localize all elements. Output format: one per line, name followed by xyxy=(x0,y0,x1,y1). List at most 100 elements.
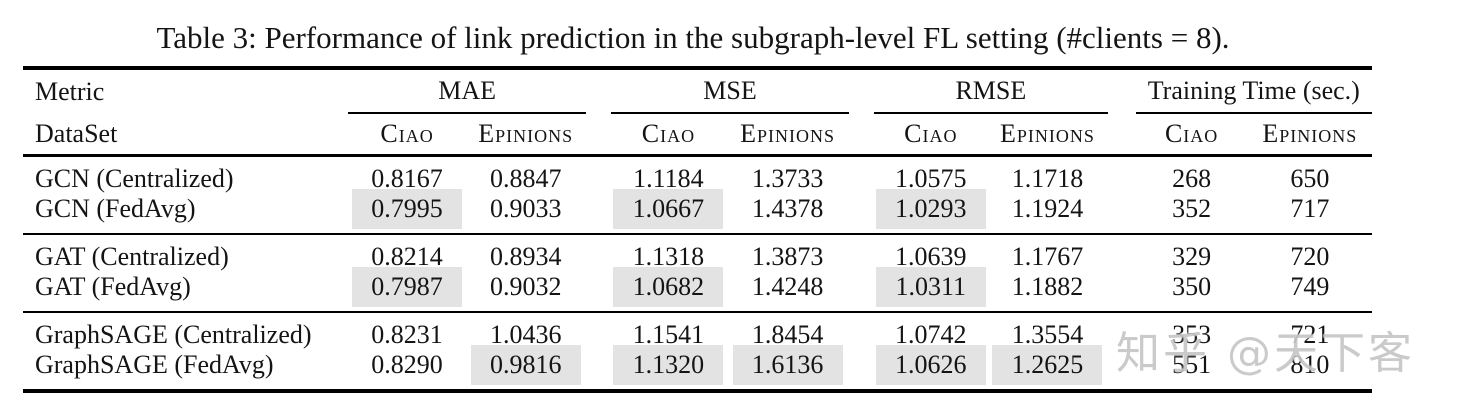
cell-value: 329 xyxy=(1172,242,1212,271)
col-header-mae-ciao: Ciao xyxy=(348,113,466,157)
cell-value: 0.8167 xyxy=(371,164,443,193)
cell: 650 xyxy=(1248,156,1372,195)
cell-value: 551 xyxy=(1172,350,1212,379)
cell-value: 1.0682 xyxy=(613,267,724,307)
cell-value: 1.1541 xyxy=(632,320,705,349)
cell-value: 1.0639 xyxy=(895,242,967,271)
cell: 0.9032 xyxy=(466,272,586,312)
cell-value: 1.2625 xyxy=(992,345,1103,385)
spacer xyxy=(1107,233,1136,272)
table-row: GCN (Centralized) 0.8167 0.8847 1.1184 1… xyxy=(23,156,1372,195)
cell-value: 1.4378 xyxy=(751,194,824,223)
col-group-rmse: RMSE xyxy=(874,68,1108,114)
cell-value: 0.8290 xyxy=(371,350,443,379)
cell: 1.4248 xyxy=(726,272,849,312)
cell-value: 0.7995 xyxy=(352,189,463,229)
cell: 1.0742 xyxy=(874,311,988,350)
spacer xyxy=(586,156,611,195)
cell-value: 650 xyxy=(1290,164,1330,193)
cell-value: 1.0575 xyxy=(895,164,967,193)
cell: 1.4378 xyxy=(726,194,849,234)
cell: 551 xyxy=(1136,350,1248,391)
cell: 1.3873 xyxy=(726,233,850,272)
cell-value: 1.3733 xyxy=(751,164,824,193)
spacer xyxy=(849,311,875,350)
table-header: Metric MAE MSE RMSE Training Time (sec.)… xyxy=(23,68,1372,157)
cell-value: 350 xyxy=(1172,272,1212,301)
zhihu-watermark: 知乎 @天下客 xyxy=(1116,328,1415,379)
table-caption: Table 3: Performance of link prediction … xyxy=(156,20,1230,55)
spacer xyxy=(1108,156,1136,195)
cell: 1.1882 xyxy=(987,272,1107,312)
cell: 717 xyxy=(1248,194,1372,234)
col-group-mse: MSE xyxy=(610,68,850,114)
cell: 1.0311 xyxy=(874,267,987,312)
cell-value: 0.9816 xyxy=(470,345,581,385)
row-label: GraphSAGE (FedAvg) xyxy=(35,350,274,379)
cell-value: 0.8847 xyxy=(489,164,562,193)
cell: 353 xyxy=(1135,311,1248,350)
cell: 1.1320 xyxy=(611,345,726,391)
cell-value: 1.1718 xyxy=(1011,164,1084,193)
cell-value: 1.3873 xyxy=(751,242,824,271)
results-table: Metric MAE MSE RMSE Training Time (sec.)… xyxy=(23,66,1372,393)
cell-value: 1.8454 xyxy=(751,320,824,349)
spacer xyxy=(849,194,874,234)
cell-value: 1.0436 xyxy=(489,320,562,349)
cell: 1.1184 xyxy=(611,156,726,195)
cell: 1.1718 xyxy=(987,156,1107,195)
cell: 1.0639 xyxy=(874,233,988,272)
cell: 1.3733 xyxy=(726,156,849,195)
cell: 1.0626 xyxy=(874,345,987,391)
cell-value: 1.0293 xyxy=(875,189,986,229)
cell: 329 xyxy=(1135,233,1248,272)
cell-value: 0.7987 xyxy=(352,267,463,307)
table-row: GCN (FedAvg) 0.7995 0.9033 1.0667 1.4378… xyxy=(23,189,1372,234)
col-header-mse-ciao: Ciao xyxy=(610,113,726,157)
spacer xyxy=(1107,113,1136,157)
group-gcn: GCN (Centralized) 0.8167 0.8847 1.1184 1… xyxy=(23,156,1372,235)
cell-value: 749 xyxy=(1290,272,1330,301)
spacer xyxy=(849,68,874,113)
table-row: GraphSAGE (Centralized) 0.8231 1.0436 1.… xyxy=(23,311,1372,350)
cell-value: 352 xyxy=(1172,194,1212,223)
cell: 749 xyxy=(1248,272,1372,312)
group-graphsage: GraphSAGE (Centralized) 0.8231 1.0436 1.… xyxy=(23,311,1372,391)
row-label: GraphSAGE (Centralized) xyxy=(23,311,349,350)
dataset-header-row: DataSet Ciao Epinions Ciao Epinions Ciao… xyxy=(23,113,1372,157)
spacer xyxy=(849,272,874,312)
col-header-rmse-epinions: Epinions xyxy=(987,113,1108,157)
col-group-mae: MAE xyxy=(348,68,586,114)
spacer xyxy=(849,233,875,272)
cell-value: 0.8231 xyxy=(371,320,443,349)
cell: 0.8214 xyxy=(348,233,466,272)
spacer xyxy=(1107,311,1136,350)
cell: 1.1767 xyxy=(987,233,1108,272)
spacer xyxy=(1108,272,1136,312)
cell-value: 1.4248 xyxy=(751,272,824,301)
group-gat: GAT (Centralized) 0.8214 0.8934 1.1318 1… xyxy=(23,233,1372,312)
cell: 1.3554 xyxy=(987,311,1108,350)
cell: 1.0436 xyxy=(465,311,586,350)
cell: 1.1541 xyxy=(610,311,726,350)
cell: 0.8231 xyxy=(348,311,466,350)
spacer xyxy=(586,350,611,391)
cell: 0.8167 xyxy=(348,156,465,195)
cell: 720 xyxy=(1247,233,1372,272)
col-header-time-epinions: Epinions xyxy=(1247,113,1372,157)
row-label: GAT (FedAvg) xyxy=(35,272,191,301)
cell: 0.8290 xyxy=(348,350,465,391)
cell: 1.6136 xyxy=(726,345,849,391)
table-row: GAT (Centralized) 0.8214 0.8934 1.1318 1… xyxy=(23,233,1372,272)
cell: 1.1318 xyxy=(610,233,726,272)
cell: 1.2625 xyxy=(987,345,1107,391)
col-header-rmse-ciao: Ciao xyxy=(874,113,988,157)
table-row: GraphSAGE (FedAvg) 0.8290 0.9816 1.1320 … xyxy=(23,345,1372,391)
spacer xyxy=(585,113,611,157)
cell: 0.7995 xyxy=(348,189,465,234)
cell: 1.8454 xyxy=(726,311,850,350)
spacer xyxy=(1108,68,1136,113)
row-label: GCN (Centralized) xyxy=(35,164,234,193)
cell-value: 1.0311 xyxy=(875,267,986,307)
